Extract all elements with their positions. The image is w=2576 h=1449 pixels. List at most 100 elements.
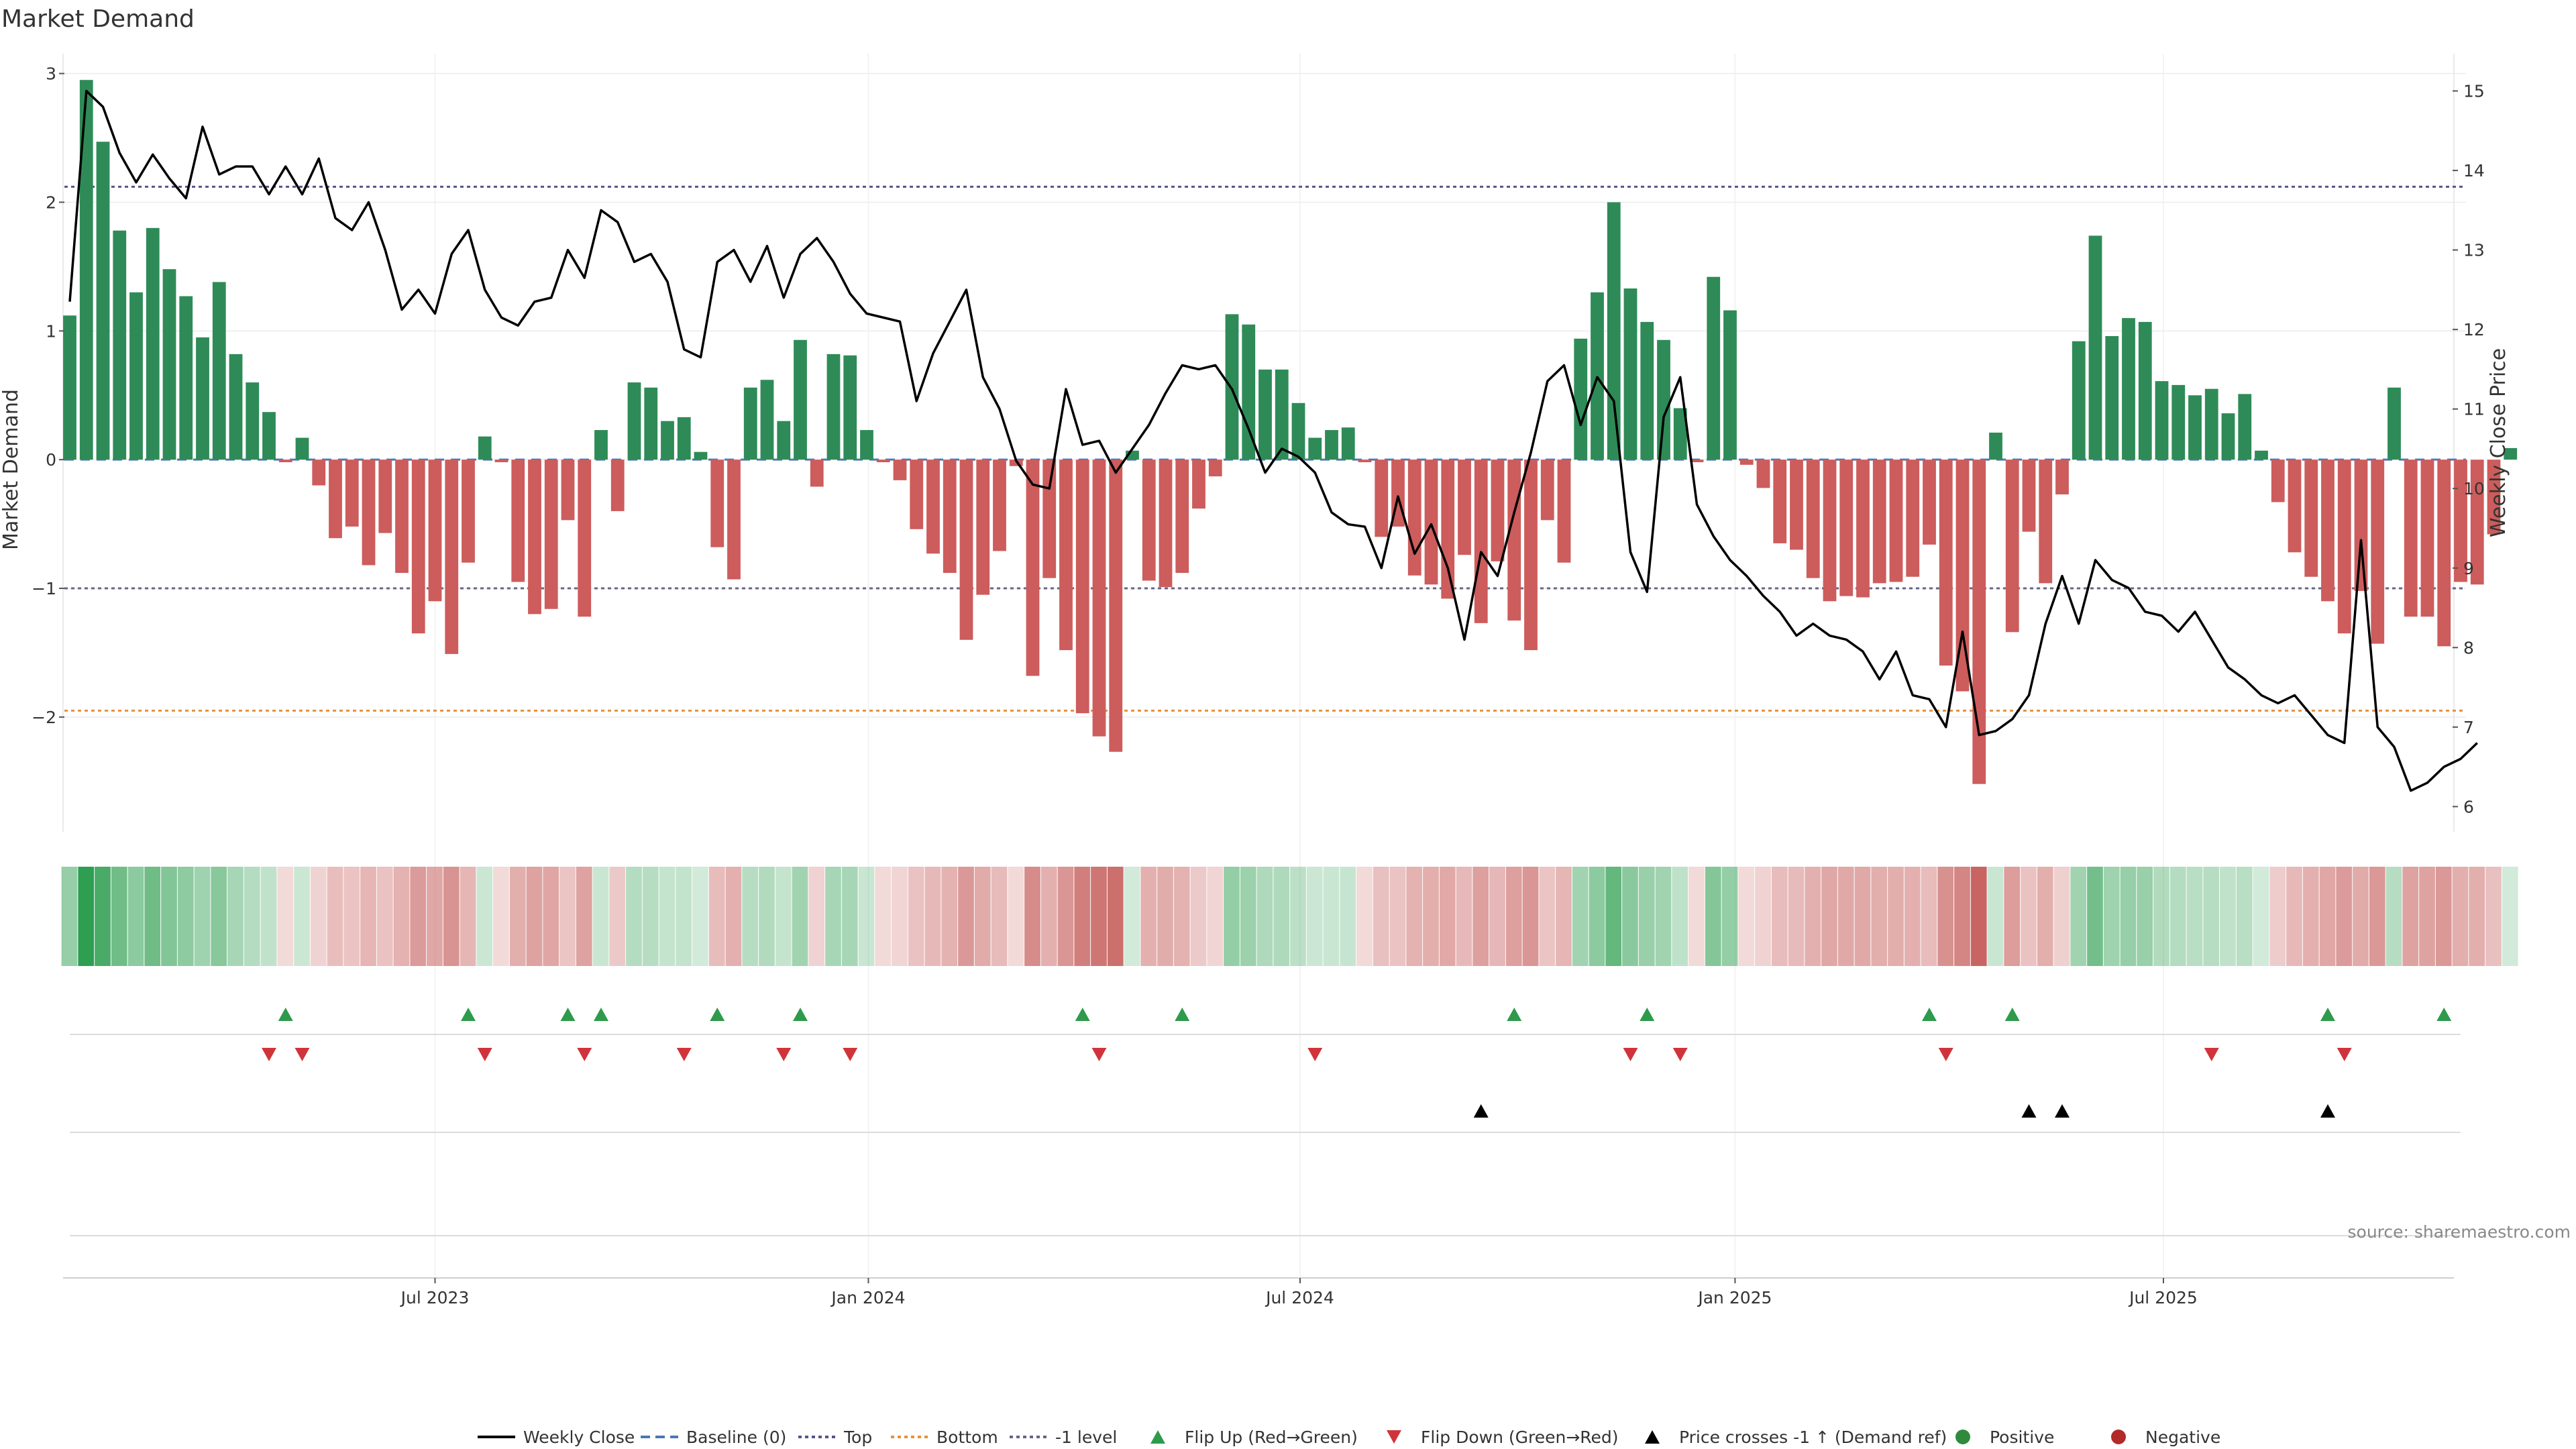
heat-cell [2153,867,2169,966]
demand-bar [760,380,774,460]
heat-cell [78,867,95,966]
heat-cell [1140,867,1157,966]
demand-bar [2337,460,2351,634]
y2-tick-label: 10 [2463,479,2485,498]
y2-tick-label: 15 [2463,82,2485,101]
demand-bar [710,460,724,547]
demand-bar [2188,395,2202,460]
heat-cell [443,867,460,966]
demand-bar [1159,460,1173,588]
demand-bar [63,315,76,460]
x-tick-label: Jul 2023 [400,1288,470,1307]
heat-cell [410,867,427,966]
heat-cell [327,867,343,966]
y-tick-label: 2 [46,193,56,212]
heat-cell [127,867,144,966]
demand-bar [1972,460,1986,784]
flip-up-marker [1075,1008,1090,1021]
flip-up-marker [594,1008,608,1021]
heat-cell [61,867,78,966]
demand-bar [1723,310,1737,460]
source-note: source: sharemaestro.com [2348,1222,2571,1242]
y2-tick-label: 13 [2463,241,2485,260]
demand-bar [2271,460,2285,502]
y2-axis-label: Weekly Close Price [2487,348,2510,537]
flip-up-marker [560,1008,576,1021]
heat-cell [1323,867,1340,966]
demand-bar [196,337,209,460]
demand-bar [1175,460,1189,574]
legend-label: Negative [2145,1428,2220,1447]
demand-bar [727,460,741,580]
heat-cell [2302,867,2319,966]
demand-bar [694,451,708,460]
demand-bar [312,460,326,486]
demand-bar [1889,460,1903,582]
heat-cell [892,867,908,966]
demand-bar [2138,321,2152,460]
demand-bar [2005,460,2019,633]
legend-label: Baseline (0) [686,1428,786,1447]
demand-bar [876,460,890,463]
heat-cell [1937,867,1954,966]
demand-bar [777,421,791,460]
demand-bar [2171,384,2186,460]
demand-bar [1739,460,1754,465]
flip-down-marker [1091,1048,1107,1061]
heat-cell [825,867,841,966]
heat-cell [493,867,509,966]
flip-down-marker [1938,1048,1953,1061]
heat-cell [1290,867,1306,966]
heat-cell [2053,867,2070,966]
demand-bar [411,460,425,634]
flip-down-marker [2337,1048,2352,1061]
demand-bar [278,460,292,463]
demand-bar [1574,338,1588,460]
heat-cell [227,867,244,966]
demand-bar [1657,339,1670,460]
heat-cell [1688,867,1705,966]
legend-swatch-circle [2111,1430,2126,1444]
flip-down-marker [577,1048,592,1061]
demand-bar [329,460,342,539]
demand-bar [262,412,276,460]
flip-down-marker [2204,1048,2219,1061]
demand-bar [2221,413,2235,460]
demand-bar [644,387,658,460]
flip-up-marker [461,1008,476,1021]
heat-cell [1572,867,1589,966]
heat-cell [1904,867,1921,966]
heat-cell [1340,867,1356,966]
x-tick-label: Jan 2025 [1697,1288,1772,1307]
heat-cell [1456,867,1472,966]
demand-bar [229,354,243,460]
demand-bar [113,230,127,460]
demand-bar [511,460,525,582]
demand-bar [1756,460,1770,488]
heat-cell [1107,867,1124,966]
demand-bar [594,430,608,460]
heat-cell [376,867,393,966]
legend-label: Weekly Close [523,1428,635,1447]
demand-bar [677,417,691,460]
demand-bar [1441,460,1455,599]
demand-bar [1308,437,1322,460]
heat-cell [2070,867,2087,966]
heat-cell [725,867,742,966]
demand-bar [1607,202,1621,460]
demand-bar [2204,388,2218,460]
flip-up-marker [2436,1008,2452,1021]
heat-cell [343,867,360,966]
heat-cell [642,867,659,966]
heat-cell [244,867,260,966]
heat-cell [1556,867,1572,966]
heat-cell [1173,867,1190,966]
demand-bar [1407,460,1421,576]
demand-bar [2420,460,2434,617]
heat-cell [1074,867,1091,966]
heat-cell [2452,867,2469,966]
demand-bar [1325,430,1338,460]
heat-cell [2385,867,2402,966]
demand-bar [743,387,757,460]
heat-cell [1008,867,1024,966]
